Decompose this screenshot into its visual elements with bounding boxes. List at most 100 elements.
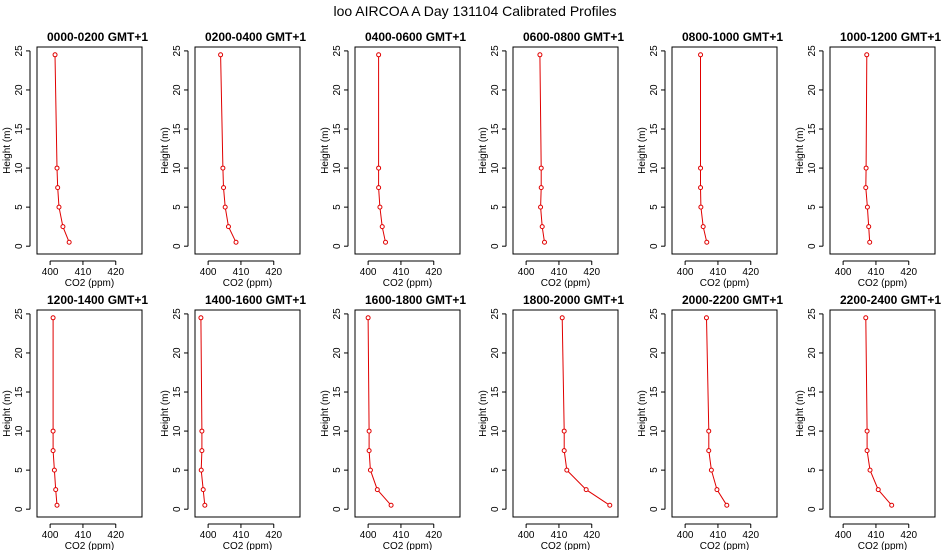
series-line bbox=[865, 317, 893, 506]
data-point bbox=[218, 52, 224, 58]
data-point bbox=[863, 185, 869, 191]
plot-frame bbox=[671, 309, 778, 518]
x-tick-label: 420 bbox=[900, 530, 917, 541]
y-tick-label: 0 bbox=[332, 243, 343, 249]
data-point bbox=[365, 315, 371, 321]
y-tick-label: 20 bbox=[807, 347, 818, 359]
y-tick-label: 15 bbox=[14, 386, 25, 398]
y-tick-label: 25 bbox=[172, 45, 183, 57]
data-point bbox=[875, 487, 881, 493]
series-line bbox=[200, 317, 206, 506]
data-point bbox=[706, 428, 712, 434]
y-tick-label: 5 bbox=[807, 467, 818, 473]
data-point bbox=[537, 52, 543, 58]
data-point bbox=[376, 165, 382, 171]
data-point bbox=[366, 428, 372, 434]
y-tick-label: 10 bbox=[490, 162, 501, 174]
x-tick-label: 420 bbox=[425, 530, 442, 541]
y-tick-label: 15 bbox=[332, 123, 343, 135]
y-tick-label: 0 bbox=[490, 243, 501, 249]
panel-title: 2000-2200 GMT+1 bbox=[682, 293, 783, 307]
y-tick-label: 15 bbox=[649, 386, 660, 398]
series-line bbox=[220, 54, 237, 243]
x-axis-label: CO2 (ppm) bbox=[541, 541, 590, 550]
data-point bbox=[50, 448, 56, 454]
x-tick-label: 410 bbox=[233, 267, 250, 278]
plot-frame bbox=[354, 46, 461, 255]
x-tick-label: 410 bbox=[393, 530, 410, 541]
x-tick-label: 400 bbox=[42, 530, 59, 541]
y-tick-label: 15 bbox=[490, 123, 501, 135]
data-point bbox=[222, 204, 228, 210]
y-tick-label: 20 bbox=[172, 347, 183, 359]
data-point bbox=[561, 428, 567, 434]
x-axis-label: CO2 (ppm) bbox=[858, 541, 907, 550]
panel-title: 1800-2000 GMT+1 bbox=[523, 293, 624, 307]
series-line bbox=[865, 54, 871, 243]
y-tick-label: 25 bbox=[649, 308, 660, 320]
data-point bbox=[198, 315, 204, 321]
y-tick-label: 0 bbox=[807, 243, 818, 249]
x-tick-label: 420 bbox=[265, 267, 282, 278]
y-tick-label: 0 bbox=[490, 506, 501, 512]
x-tick-label: 420 bbox=[265, 530, 282, 541]
panel-title: 1200-1400 GMT+1 bbox=[47, 293, 148, 307]
y-tick-label: 15 bbox=[172, 386, 183, 398]
x-axis-label: CO2 (ppm) bbox=[541, 278, 590, 289]
x-tick-label: 410 bbox=[551, 267, 568, 278]
data-point bbox=[376, 52, 382, 58]
x-tick-label: 420 bbox=[107, 530, 124, 541]
series-line bbox=[539, 54, 545, 243]
panel-title: 1000-1200 GMT+1 bbox=[840, 30, 941, 44]
data-point bbox=[367, 467, 373, 473]
data-point bbox=[66, 239, 72, 245]
data-point bbox=[388, 502, 394, 508]
x-tick-label: 420 bbox=[742, 530, 759, 541]
x-tick-label: 420 bbox=[425, 267, 442, 278]
data-point bbox=[564, 467, 570, 473]
y-axis-label: Height (m) bbox=[478, 127, 489, 174]
y-tick-label: 15 bbox=[649, 123, 660, 135]
series-line bbox=[378, 54, 386, 243]
data-point bbox=[698, 204, 704, 210]
y-tick-label: 5 bbox=[14, 204, 25, 210]
y-tick-label: 10 bbox=[172, 425, 183, 437]
x-tick-label: 400 bbox=[518, 267, 535, 278]
y-tick-label: 20 bbox=[807, 84, 818, 96]
y-tick-label: 0 bbox=[14, 243, 25, 249]
data-point bbox=[50, 428, 56, 434]
data-point bbox=[863, 315, 869, 321]
data-point bbox=[379, 224, 385, 230]
x-axis-label: CO2 (ppm) bbox=[700, 541, 749, 550]
x-tick-label: 410 bbox=[710, 530, 727, 541]
y-tick-label: 15 bbox=[807, 123, 818, 135]
x-axis-label: CO2 (ppm) bbox=[223, 541, 272, 550]
data-point bbox=[220, 165, 226, 171]
x-tick-label: 400 bbox=[42, 267, 59, 278]
y-tick-label: 5 bbox=[172, 467, 183, 473]
x-tick-label: 410 bbox=[868, 530, 885, 541]
y-axis-label: Height (m) bbox=[160, 390, 171, 437]
y-tick-label: 25 bbox=[649, 45, 660, 57]
data-point bbox=[607, 502, 613, 508]
y-tick-label: 25 bbox=[807, 308, 818, 320]
data-point bbox=[708, 467, 714, 473]
data-point bbox=[383, 239, 389, 245]
x-tick-label: 420 bbox=[107, 267, 124, 278]
y-tick-label: 20 bbox=[649, 347, 660, 359]
panel-title: 0600-0800 GMT+1 bbox=[523, 30, 624, 44]
x-tick-label: 400 bbox=[835, 267, 852, 278]
y-tick-label: 20 bbox=[14, 347, 25, 359]
x-tick-label: 420 bbox=[742, 267, 759, 278]
panel-title: 0800-1000 GMT+1 bbox=[682, 30, 783, 44]
y-axis-label: Height (m) bbox=[320, 127, 331, 174]
data-point bbox=[864, 428, 870, 434]
series-line bbox=[561, 317, 611, 506]
data-point bbox=[54, 165, 60, 171]
